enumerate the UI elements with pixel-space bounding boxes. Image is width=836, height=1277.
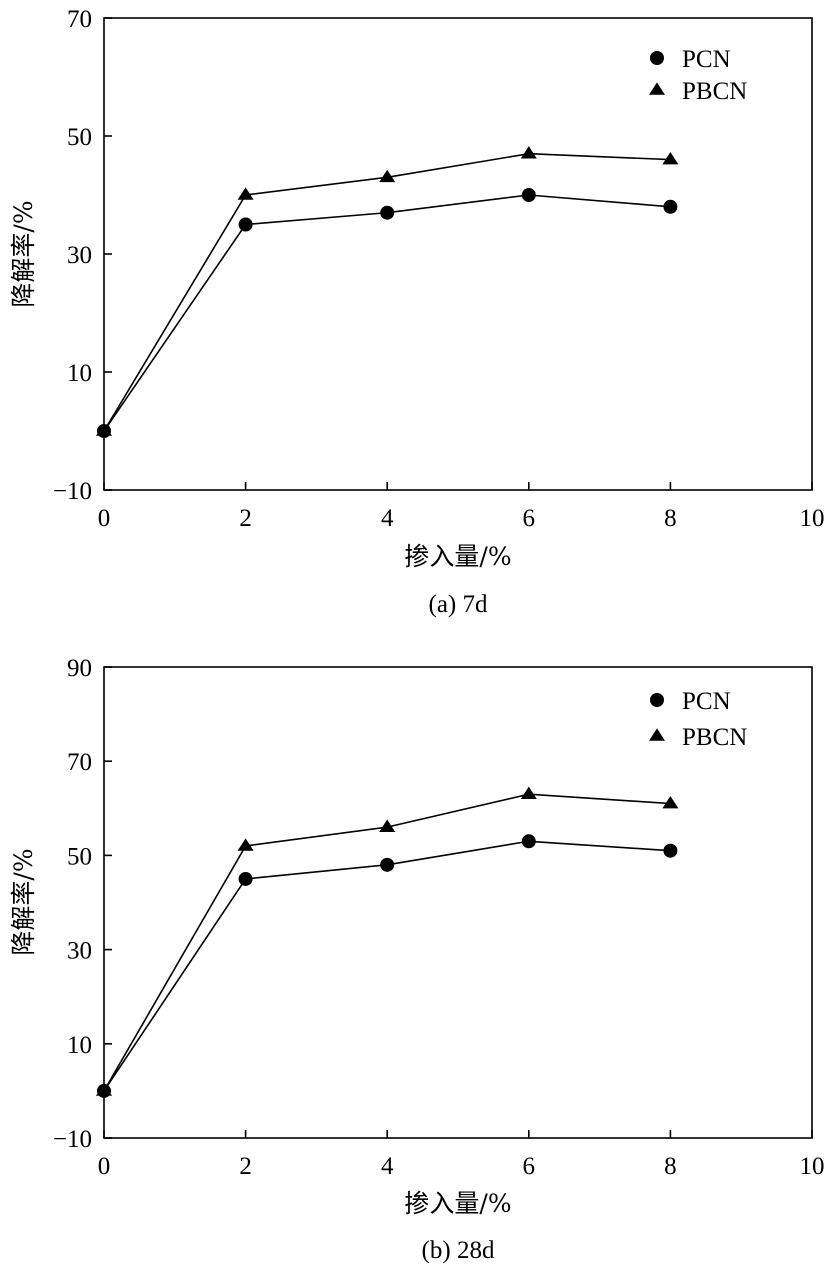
- data-point-pbcn: [237, 838, 254, 851]
- chart-panel-a: 0 2 4 6 8 10 −10 10 30 50 70 掺入量/% 降解率/% (a) 7d PCN PBC…: [9, 6, 825, 618]
- x-tick-label: 2: [239, 1153, 252, 1180]
- y-tick-label: 50: [67, 843, 92, 870]
- legend-label-pbcn: PBCN: [682, 78, 747, 105]
- legend-marker-pbcn: [649, 728, 665, 741]
- x-tick-label: 6: [523, 1153, 536, 1180]
- legend-label-pcn: PCN: [682, 688, 731, 715]
- data-point-pbcn: [520, 786, 537, 799]
- data-point-pcn: [238, 871, 253, 886]
- chart-panel-b: 0 2 4 6 8 10 −10 10 30 50 70 90 掺入量/% 降解率/% (b) 28d PCN…: [9, 655, 825, 1264]
- legend: PCN PBCN: [649, 688, 747, 751]
- data-point-pbcn: [520, 146, 537, 159]
- y-axis-title: 降解率/%: [9, 848, 38, 955]
- data-point-pcn: [380, 857, 395, 872]
- x-tick-label: 6: [523, 505, 536, 532]
- x-tick-label: 8: [664, 505, 677, 532]
- data-point-pbcn: [96, 1083, 112, 1096]
- panel-caption: (b) 28d: [422, 1237, 495, 1264]
- y-tick-label: 70: [67, 6, 92, 33]
- data-point-pbcn: [379, 819, 396, 832]
- plot-frame: [103, 666, 813, 1139]
- x-tick-label: 10: [800, 1153, 825, 1180]
- y-tick-label: 10: [67, 360, 92, 387]
- x-tick-label: 8: [664, 1153, 677, 1180]
- legend-marker-pcn: [650, 51, 664, 65]
- panel-caption: (a) 7d: [429, 591, 488, 618]
- y-tick-label: 90: [67, 655, 92, 682]
- y-tick-label: −10: [53, 478, 92, 505]
- x-tick-label: 4: [381, 505, 394, 532]
- legend-marker-pcn: [650, 693, 664, 707]
- data-point-pcn: [663, 843, 678, 858]
- x-tick-label: 10: [800, 505, 825, 532]
- data-point-pcn: [238, 217, 253, 232]
- series-line-pcn: [103, 840, 671, 1092]
- data-point-pcn: [663, 199, 678, 214]
- data-point-pcn: [380, 205, 395, 220]
- series-line-pbcn: [103, 793, 671, 1092]
- x-axis-title: 掺入量/%: [404, 1189, 511, 1218]
- y-axis-title: 降解率/%: [9, 200, 38, 307]
- y-tick-label: 10: [67, 1032, 92, 1059]
- data-point-pbcn: [662, 152, 679, 165]
- x-axis-title: 掺入量/%: [404, 542, 511, 571]
- y-tick-label: −10: [53, 1126, 92, 1153]
- data-point-pbcn: [379, 169, 396, 183]
- data-point-pbcn: [662, 795, 679, 809]
- x-tick-label: 0: [98, 505, 111, 532]
- data-point-pcn: [521, 188, 536, 202]
- x-tick-label: 2: [239, 505, 252, 532]
- y-tick-label: 50: [67, 124, 92, 151]
- y-tick-label: 70: [67, 749, 92, 776]
- legend-marker-pbcn: [649, 82, 665, 95]
- data-point-pcn: [521, 834, 536, 849]
- x-tick-label: 4: [381, 1153, 394, 1180]
- legend: PCN PBCN: [649, 46, 747, 105]
- legend-label-pbcn: PBCN: [682, 724, 747, 751]
- y-tick-label: 30: [67, 242, 92, 269]
- x-tick-label: 0: [98, 1153, 111, 1180]
- y-tick-label: 30: [67, 938, 92, 965]
- series-line-pbcn: [103, 152, 671, 432]
- data-point-pbcn: [237, 187, 254, 200]
- data-point-pbcn: [96, 423, 112, 436]
- series-line-pcn: [103, 194, 671, 432]
- legend-label-pcn: PCN: [682, 46, 731, 73]
